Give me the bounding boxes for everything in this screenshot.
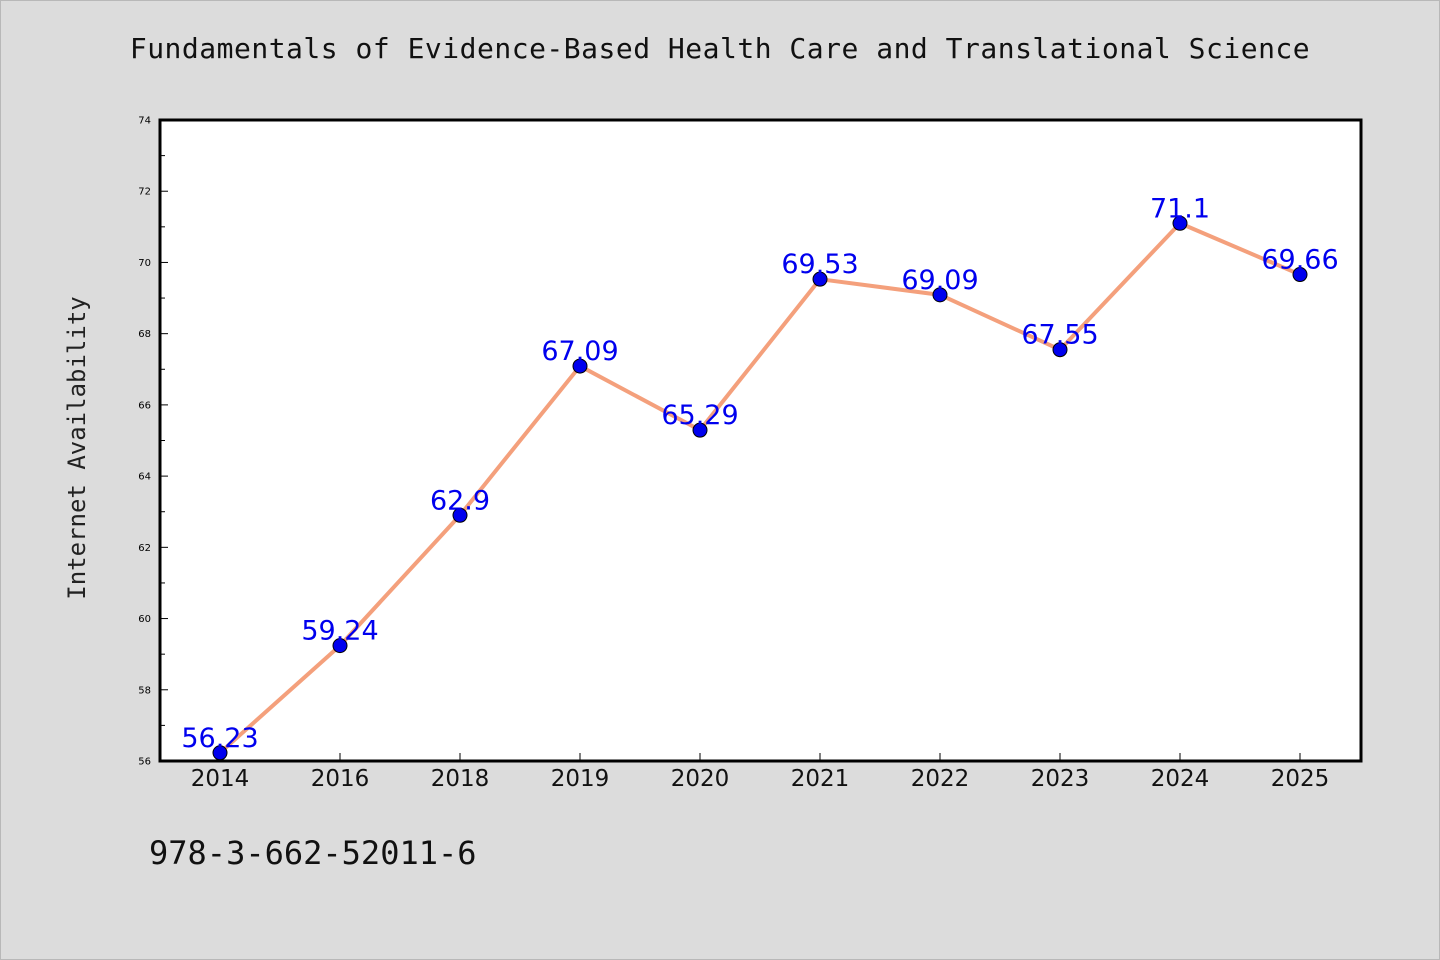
data-label: 69.53: [781, 249, 858, 280]
x-axis-ticks: 2014 2016 2018 2019 2020 2021 2022 2023 2024 2025: [191, 753, 1330, 792]
data-label: 67.55: [1021, 320, 1098, 351]
x-tick-label: 2018: [431, 766, 490, 792]
y-axis-label: Internet Availability: [63, 296, 91, 599]
data-label: 69.09: [901, 265, 978, 296]
y-tick-label: 62: [138, 543, 151, 554]
x-tick-label: 2014: [191, 766, 250, 792]
series-line: [218, 221, 1301, 755]
data-point: [1292, 267, 1308, 283]
data-label: 56.23: [181, 723, 258, 754]
data-point: [812, 271, 828, 287]
data-point: [1172, 215, 1188, 231]
y-tick-label: 66: [138, 400, 151, 411]
isbn-label: 978-3-662-52011-6: [149, 834, 477, 872]
data-label: 62.9: [430, 485, 490, 516]
data-point: [452, 507, 468, 523]
x-tick-label: 2024: [1151, 766, 1210, 792]
y-tick-label: 56: [138, 757, 151, 768]
y-tick-label: 58: [138, 685, 151, 696]
data-point: [572, 358, 588, 374]
x-tick-label: 2020: [671, 766, 730, 792]
data-point: [692, 422, 708, 438]
x-tick-label: 2025: [1271, 766, 1330, 792]
y-tick-label: 72: [138, 187, 151, 198]
y-tick-label: 70: [138, 258, 151, 269]
x-tick-label: 2022: [911, 766, 970, 792]
data-label: 59.24: [301, 616, 378, 647]
data-point: [212, 745, 228, 761]
y-tick-label: 60: [138, 614, 151, 625]
y-axis-ticks: 56 58 60 62 64 66 68 70 72 74: [138, 116, 168, 768]
x-tick-label: 2023: [1031, 766, 1090, 792]
data-label: 65.29: [661, 400, 738, 431]
chart-title: Fundamentals of Evidence-Based Health Ca…: [129, 32, 1311, 65]
series-group: 56.23 59.24 62.9 67.09 65.29 69.53 69.09 67.55 7…: [181, 193, 1339, 761]
data-point: [932, 287, 948, 303]
data-point: [332, 638, 348, 654]
data-label: 69.66: [1261, 245, 1338, 276]
x-tick-label: 2016: [311, 766, 370, 792]
data-point: [1052, 342, 1068, 358]
y-tick-label: 68: [138, 329, 151, 340]
plot-area: [158, 118, 1363, 763]
x-tick-label: 2019: [551, 766, 610, 792]
y-tick-label: 74: [138, 116, 151, 127]
data-label: 71.1: [1150, 193, 1210, 224]
y-tick-label: 64: [138, 472, 151, 483]
data-label: 67.09: [541, 336, 618, 367]
x-tick-label: 2021: [791, 766, 850, 792]
